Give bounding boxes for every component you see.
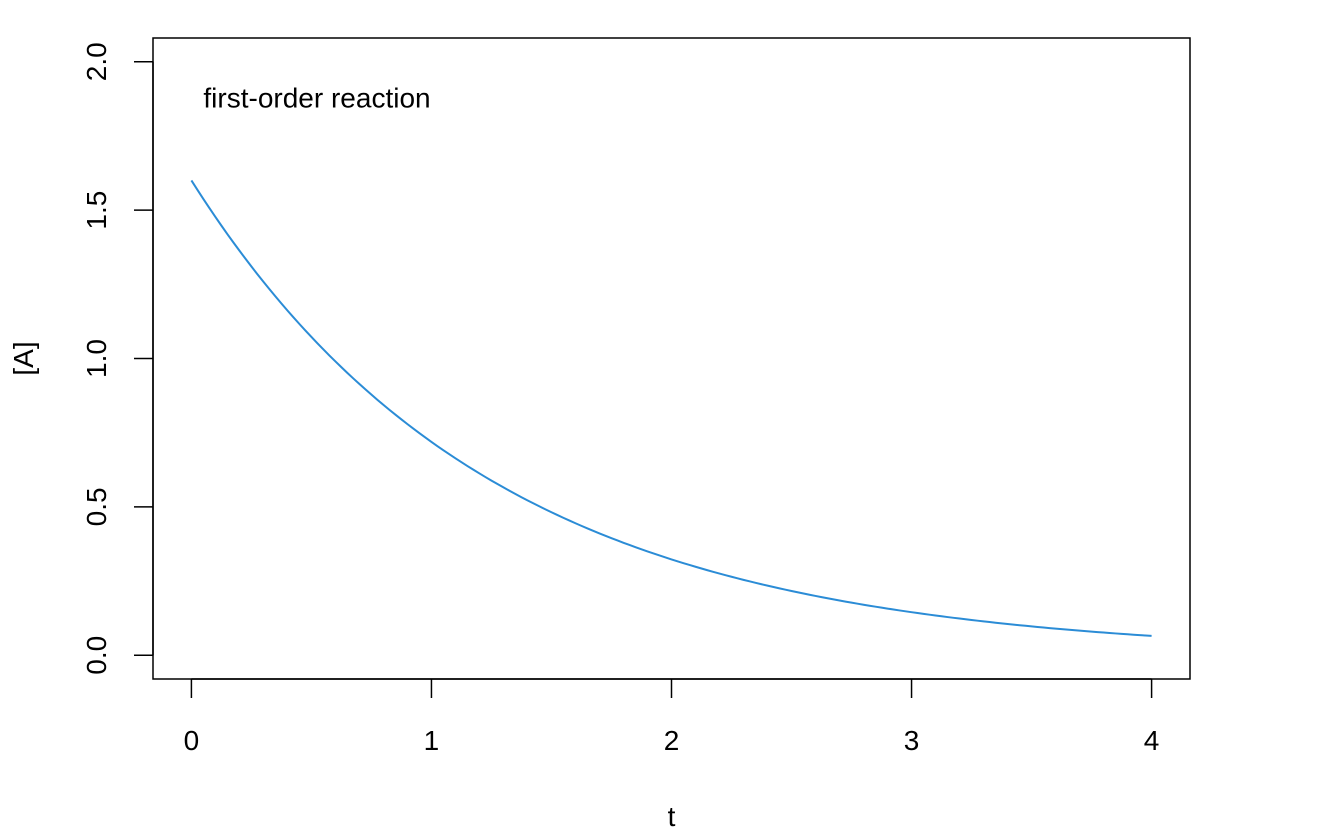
y-axis-title: [A] xyxy=(8,341,39,375)
y-tick-label: 1.0 xyxy=(81,339,112,378)
x-tick-label: 3 xyxy=(904,725,920,756)
series-line xyxy=(190,179,1152,637)
x-tick-label: 1 xyxy=(424,725,440,756)
y-tick-label: 0.5 xyxy=(81,487,112,526)
y-axis: 0.0 0.5 1.0 1.5 2.0 xyxy=(81,42,154,675)
x-axis-title: t xyxy=(668,801,676,832)
y-tick-label: 1.5 xyxy=(81,191,112,230)
x-tick-label: 0 xyxy=(184,725,200,756)
series-layer xyxy=(190,179,1152,637)
x-axis: 0 1 2 3 4 xyxy=(184,678,1160,756)
x-tick-label: 4 xyxy=(1144,725,1160,756)
chart-annotation: first-order reaction xyxy=(203,82,430,113)
y-tick-label: 2.0 xyxy=(81,42,112,81)
plot-frame xyxy=(152,37,1191,680)
x-tick-label: 2 xyxy=(664,725,680,756)
y-tick-label: 0.0 xyxy=(81,636,112,675)
